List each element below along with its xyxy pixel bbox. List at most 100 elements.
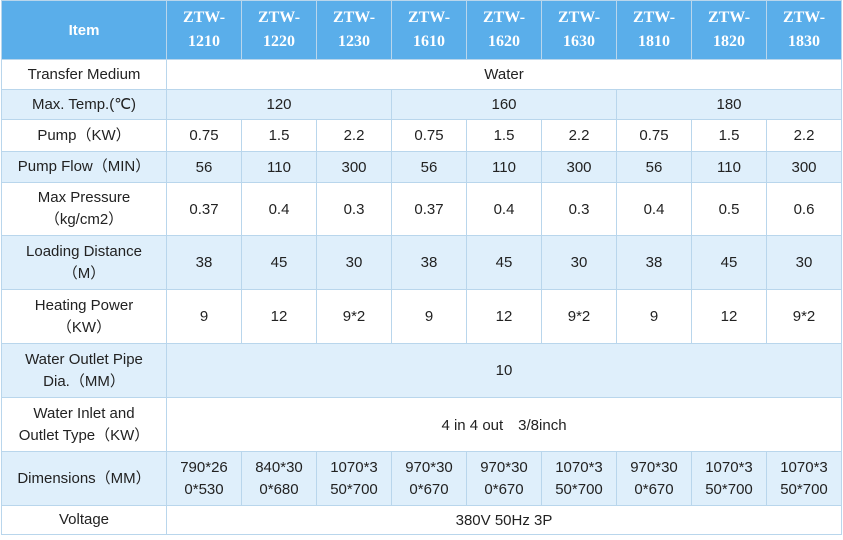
- cell: 38: [166, 235, 242, 290]
- cell: 56: [166, 151, 242, 183]
- cell: 4 in 4 out 3/8inch: [166, 397, 842, 452]
- table-row: Loading Distance （M） 38 45 30 38 45 30 38 45 30: [1, 235, 842, 290]
- cell: 380V 50Hz 3P: [166, 505, 842, 535]
- header-text: ZTW-1220: [257, 9, 301, 50]
- header-cell: ZTW-1220: [241, 0, 317, 60]
- header-cell: ZTW-1810: [616, 0, 692, 60]
- header-cell: ZTW-1230: [316, 0, 392, 60]
- cell: 45: [466, 235, 542, 290]
- cell: 970*300*670: [466, 451, 542, 506]
- cell: 840*300*680: [241, 451, 317, 506]
- cell: 790*260*530: [166, 451, 242, 506]
- cell: 1070*350*700: [691, 451, 767, 506]
- row-label: Voltage: [1, 505, 167, 535]
- cell: 0.75: [166, 119, 242, 152]
- header-cell: ZTW-1610: [391, 0, 467, 60]
- cell: 0.6: [766, 182, 842, 236]
- cell: 9: [391, 289, 467, 344]
- cell: 45: [241, 235, 317, 290]
- cell: 30: [541, 235, 617, 290]
- header-cell: ZTW-1820: [691, 0, 767, 60]
- table-row: Pump（KW） 0.75 1.5 2.2 0.75 1.5 2.2 0.75 1.5 2.2: [1, 119, 842, 152]
- header-text: ZTW-1230: [332, 9, 376, 50]
- cell: 0.75: [391, 119, 467, 152]
- cell: 0.4: [241, 182, 317, 236]
- cell: 0.5: [691, 182, 767, 236]
- cell: 9: [166, 289, 242, 344]
- header-text: ZTW-1210: [182, 9, 226, 50]
- cell: Water: [166, 59, 842, 90]
- cell: 2.2: [316, 119, 392, 152]
- cell: 1070*350*700: [316, 451, 392, 506]
- cell: 9: [616, 289, 692, 344]
- cell: 56: [391, 151, 467, 183]
- cell: 12: [466, 289, 542, 344]
- cell: 300: [766, 151, 842, 183]
- cell-text: 970*300*670: [405, 458, 453, 498]
- cell: 970*300*670: [616, 451, 692, 506]
- cell: 0.4: [466, 182, 542, 236]
- cell: 30: [766, 235, 842, 290]
- cell-text: 790*260*530: [180, 458, 228, 498]
- cell-text: 1070*350*700: [555, 458, 603, 498]
- cell: 9*2: [541, 289, 617, 344]
- cell: 9*2: [766, 289, 842, 344]
- row-label: Max. Temp.(℃): [1, 89, 167, 120]
- cell: 110: [241, 151, 317, 183]
- table-row: Transfer Medium Water: [1, 59, 842, 90]
- row-label: Dimensions（MM）: [1, 451, 167, 506]
- cell: 12: [691, 289, 767, 344]
- cell: 1.5: [691, 119, 767, 152]
- cell: 1070*350*700: [541, 451, 617, 506]
- table-row: Water Inlet and Outlet Type（KW） 4 in 4 ou…: [1, 397, 842, 452]
- header-cell: Item: [1, 0, 167, 60]
- header-cell: ZTW-1830: [766, 0, 842, 60]
- row-label: Loading Distance （M）: [1, 235, 167, 290]
- cell: 300: [316, 151, 392, 183]
- cell: 160: [391, 89, 617, 120]
- header-text: ZTW-1610: [407, 9, 451, 50]
- cell: 180: [616, 89, 842, 120]
- cell: 38: [616, 235, 692, 290]
- table-row: Dimensions（MM） 790*260*530 840*300*680 1070…: [1, 451, 842, 506]
- cell: 30: [316, 235, 392, 290]
- cell: 0.3: [541, 182, 617, 236]
- header-row: Item ZTW-1210 ZTW-1220 ZTW-1230 ZTW-1610 ZTW-…: [1, 0, 842, 60]
- row-label: Max Pressure （kg/cm2）: [1, 182, 167, 236]
- cell: 110: [466, 151, 542, 183]
- cell: 56: [616, 151, 692, 183]
- cell: 970*300*670: [391, 451, 467, 506]
- cell: 38: [391, 235, 467, 290]
- cell: 300: [541, 151, 617, 183]
- cell: 0.75: [616, 119, 692, 152]
- cell-text: 840*300*680: [255, 458, 303, 498]
- cell: 12: [241, 289, 317, 344]
- cell-text: 1070*350*700: [780, 458, 828, 498]
- cell: 0.37: [391, 182, 467, 236]
- row-label: Water Inlet and Outlet Type（KW）: [1, 397, 167, 452]
- cell-text: 970*300*670: [480, 458, 528, 498]
- cell-text: 1070*350*700: [705, 458, 753, 498]
- cell: 9*2: [316, 289, 392, 344]
- header-cell: ZTW-1630: [541, 0, 617, 60]
- table-row: Max. Temp.(℃) 120 160 180: [1, 89, 842, 120]
- header-cell: ZTW-1210: [166, 0, 242, 60]
- table-body: Transfer Medium Water Max. Temp.(℃) 120 160 1…: [1, 59, 842, 535]
- cell: 0.37: [166, 182, 242, 236]
- cell: 0.4: [616, 182, 692, 236]
- cell: 0.3: [316, 182, 392, 236]
- table-row: Water Outlet Pipe Dia.（MM） 10: [1, 343, 842, 398]
- cell: 2.2: [541, 119, 617, 152]
- table-row: Voltage 380V 50Hz 3P: [1, 505, 842, 535]
- header-cell: ZTW-1620: [466, 0, 542, 60]
- cell-text: 1070*350*700: [330, 458, 378, 498]
- table-row: Max Pressure （kg/cm2） 0.37 0.4 0.3 0.37 0.4 0.…: [1, 182, 842, 236]
- cell-text: 970*300*670: [630, 458, 678, 498]
- cell: 1.5: [241, 119, 317, 152]
- cell: 110: [691, 151, 767, 183]
- header-text: ZTW-1620: [482, 9, 526, 50]
- row-label: Heating Power （KW）: [1, 289, 167, 344]
- header-text: ZTW-1810: [632, 9, 676, 50]
